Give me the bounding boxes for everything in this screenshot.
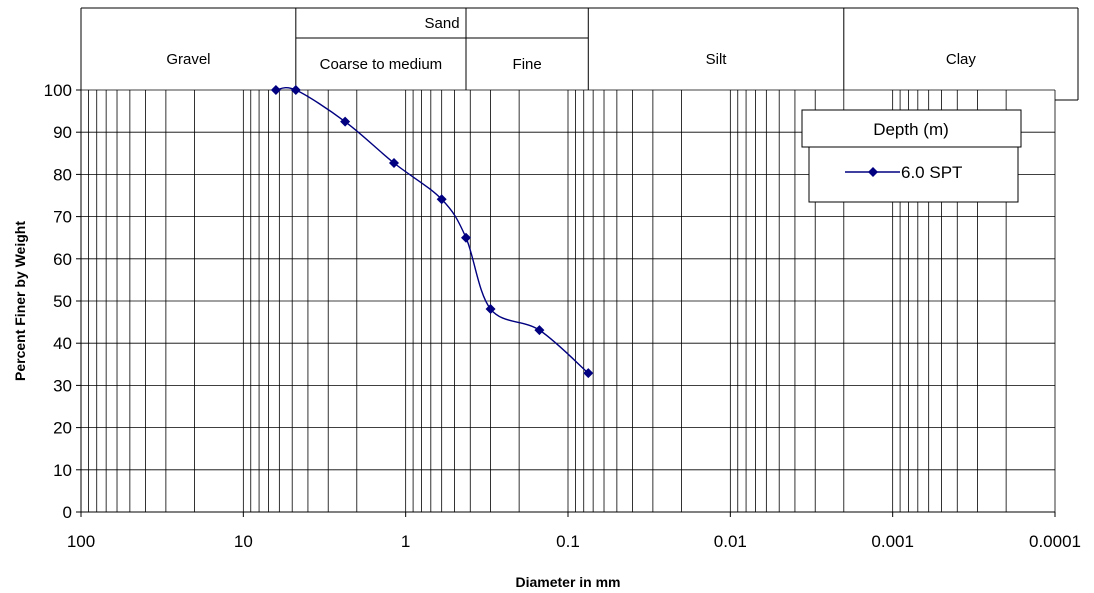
data-point-marker: [460, 232, 471, 243]
y-tick-label: 0: [63, 503, 72, 522]
y-tick-label: 80: [53, 165, 72, 184]
y-tick-label: 40: [53, 334, 72, 353]
data-point-marker: [436, 194, 447, 205]
soil-classification-header: Gravel Coarse to medium Sand Fine Silt Clay: [80, 7, 1079, 101]
x-tick-label: 0.01: [714, 532, 747, 551]
data-point-marker: [583, 368, 594, 379]
x-tick-label: 10: [234, 532, 253, 551]
legend-marker-swatch: [868, 167, 878, 177]
legend-series-label: 6.0 SPT: [901, 163, 962, 182]
x-tick-label: 1: [401, 532, 410, 551]
y-tick-label: 20: [53, 419, 72, 438]
band-label: Gravel: [166, 51, 210, 68]
data-point-marker: [534, 325, 545, 336]
x-axis-title: Diameter in mm: [515, 574, 620, 590]
band-label: Clay: [946, 51, 977, 68]
y-tick-label: 100: [44, 81, 72, 100]
data-point-marker: [290, 85, 301, 95]
legend-title-box: [801, 109, 1022, 148]
y-tick-label: 70: [53, 208, 72, 227]
axes: 100 10 1 0.1 0.01 0.001 0.0001 0 10 20 30 40 50 60 70 8…: [44, 81, 1081, 551]
y-tick-label: 90: [53, 123, 72, 142]
legend-title: Depth (m): [873, 120, 949, 139]
data-point-marker: [485, 304, 496, 315]
legend: Depth (m) 6.0 SPT: [801, 109, 1022, 203]
data-point-marker: [388, 158, 399, 169]
y-axis-title: Percent Finer by Weight: [12, 221, 28, 381]
x-tick-label: 0.1: [556, 532, 580, 551]
data-point-marker: [270, 85, 281, 95]
y-tick-label: 30: [53, 376, 72, 395]
x-tick-label: 100: [67, 532, 95, 551]
x-tick-label: 0.0001: [1029, 532, 1081, 551]
band-group-label: Sand: [425, 15, 460, 32]
series-layer: [270, 85, 594, 379]
band-label: Fine: [513, 56, 542, 73]
y-tick-label: 60: [53, 250, 72, 269]
band-label: Coarse to medium: [320, 56, 443, 73]
y-tick-label: 10: [53, 461, 72, 480]
data-point-marker: [340, 116, 351, 127]
x-tick-label: 0.001: [871, 532, 914, 551]
y-tick-label: 50: [53, 292, 72, 311]
band-label: Silt: [706, 51, 728, 68]
